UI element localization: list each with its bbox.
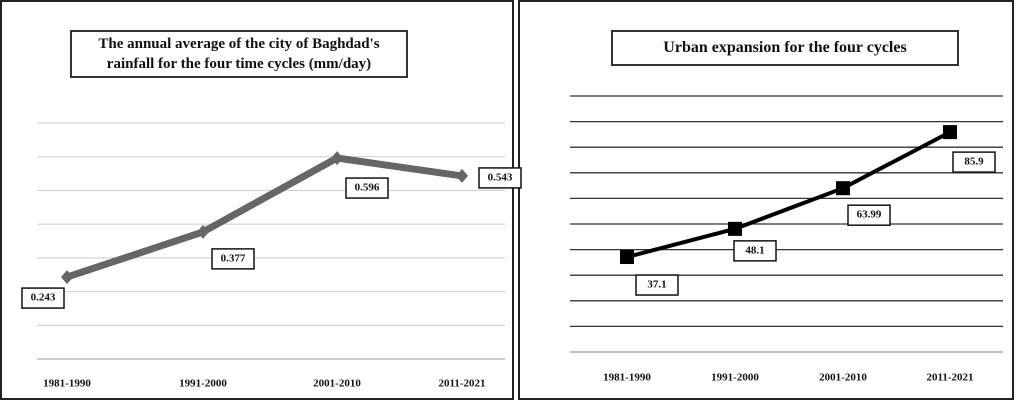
x-tick-label: 1991-2000 xyxy=(179,378,227,390)
data-label: 0.377 xyxy=(221,252,246,264)
data-label: 48.1 xyxy=(745,244,764,256)
x-tick-label: 1981-1990 xyxy=(43,378,91,390)
marker xyxy=(61,270,73,285)
data-label-box xyxy=(478,167,522,189)
x-tick-label: 2001-2010 xyxy=(819,372,867,384)
data-label-box xyxy=(635,274,679,296)
x-tick-label: 1981-1990 xyxy=(603,372,651,384)
data-label-box xyxy=(847,204,891,226)
x-tick-label: 2011-2021 xyxy=(926,372,973,384)
x-tick-label: 1991-2000 xyxy=(711,372,759,384)
x-tick-label: 2011-2021 xyxy=(438,378,485,390)
data-label: 37.1 xyxy=(647,279,666,291)
data-line xyxy=(65,154,463,281)
chart-title: The annual average of the city of Baghda… xyxy=(70,30,408,78)
data-label-box xyxy=(952,151,996,173)
data-line xyxy=(626,130,951,259)
marker xyxy=(943,125,957,140)
panel-border xyxy=(0,0,514,400)
data-label: 85.9 xyxy=(964,156,984,168)
data-label: 0.543 xyxy=(488,171,513,183)
data-label-box xyxy=(211,248,255,270)
data-label-box xyxy=(345,177,389,199)
marker xyxy=(728,221,742,236)
data-label: 0.243 xyxy=(31,292,56,304)
data-label-box xyxy=(733,240,777,262)
marker xyxy=(456,168,468,183)
data-label: 63.99 xyxy=(857,209,882,221)
x-tick-label: 2001-2010 xyxy=(313,378,361,390)
chart-title: Urban expansion for the four cycles xyxy=(611,30,959,66)
data-label-box xyxy=(21,287,65,309)
panel-border xyxy=(518,0,1014,400)
marker xyxy=(836,181,850,196)
marker xyxy=(620,250,634,265)
marker xyxy=(197,224,209,239)
data-label: 0.596 xyxy=(355,182,380,194)
marker xyxy=(331,151,343,166)
